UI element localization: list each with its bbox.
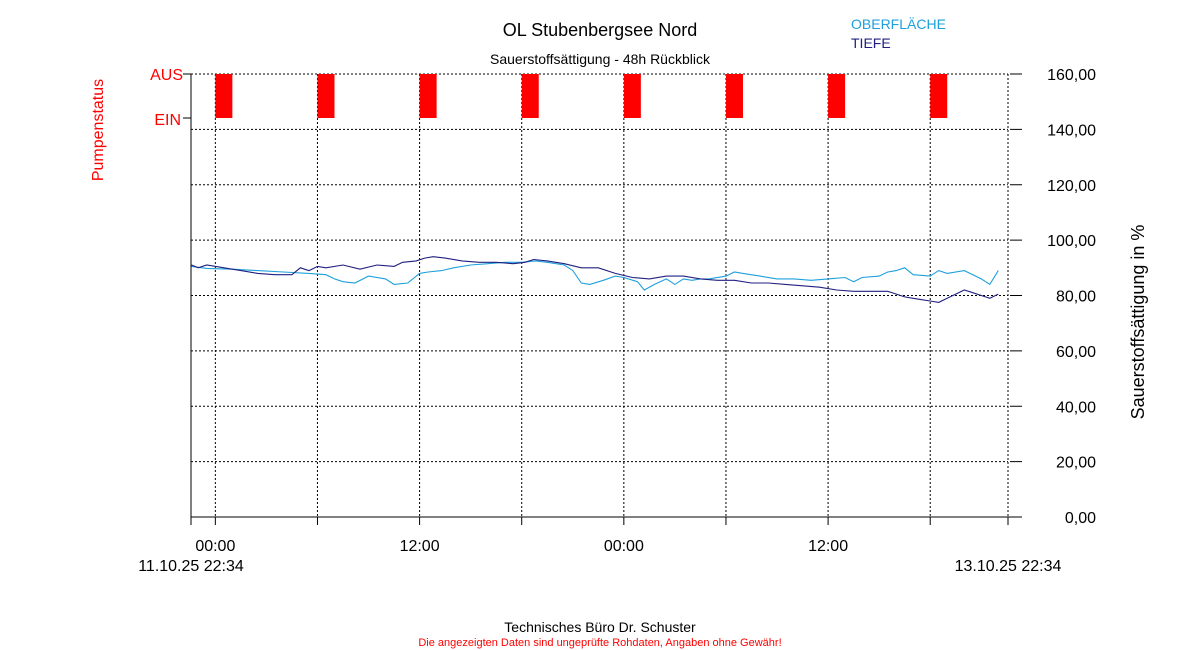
series-lines (191, 256, 999, 303)
chart-title: OL Stubenbergsee Nord (503, 20, 697, 40)
pump-off-bar (725, 74, 743, 118)
x-start-label: 11.10.25 22:34 (138, 558, 244, 575)
legend-tiefe: TIEFE (851, 35, 891, 51)
pump-status-bars (215, 74, 948, 118)
pump-off-bar (521, 74, 539, 118)
chart-subtitle: Sauerstoffsättigung - 48h Rückblick (490, 51, 711, 67)
x-end-label: 13.10.25 22:34 (955, 558, 1062, 575)
axes (183, 73, 1022, 525)
pump-off-bar (930, 74, 948, 118)
pump-on-label: EIN (154, 112, 181, 129)
footer-disclaimer: Die angezeigten Daten sind ungeprüfte Ro… (418, 637, 781, 649)
y-tick-label: 0,00 (1065, 510, 1096, 527)
y-tick-label: 80,00 (1056, 289, 1096, 306)
y-axis-label: Sauerstoffsättigung in % (1128, 225, 1148, 420)
pump-off-label: AUS (150, 67, 183, 84)
x-tick-label: 00:00 (195, 538, 235, 555)
grid (191, 73, 1009, 517)
y-tick-label: 20,00 (1056, 455, 1096, 472)
y-tick-label: 60,00 (1056, 344, 1096, 361)
x-tick-label: 12:00 (808, 538, 848, 555)
x-tick-label: 12:00 (400, 538, 440, 555)
y-tick-label: 40,00 (1056, 399, 1096, 416)
footer-credit: Technisches Büro Dr. Schuster (504, 619, 696, 635)
y-tick-label: 120,00 (1047, 178, 1096, 195)
pump-off-bar (828, 74, 846, 118)
pump-off-bar (215, 74, 233, 118)
y-tick-label: 100,00 (1047, 233, 1096, 250)
x-tick-label: 00:00 (604, 538, 644, 555)
pump-off-bar (419, 74, 437, 118)
y-tick-label: 160,00 (1047, 67, 1096, 84)
series-line-tiefe (191, 256, 999, 303)
y-tick-labels: 0,00 20,00 40,00 60,00 80,00 100,00 120,00 140,… (1047, 67, 1096, 527)
y-tick-label: 140,00 (1047, 122, 1096, 139)
pump-off-bar (317, 74, 335, 118)
legend-oberflaeche: OBERFLÄCHE (851, 16, 946, 32)
pump-axis-label: Pumpenstatus (90, 79, 107, 181)
series-line-oberflaeche (191, 260, 999, 291)
x-tick-labels: 00:00 12:00 00:00 12:00 (195, 538, 848, 555)
pump-off-bar (623, 74, 641, 118)
